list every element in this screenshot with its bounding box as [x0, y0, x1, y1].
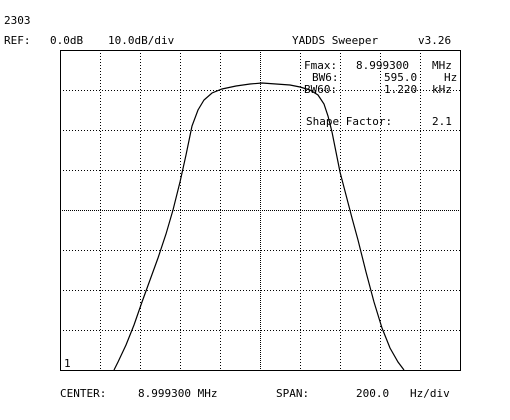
bw6-label: BW6:	[312, 71, 339, 84]
frequency-response-trace	[113, 82, 405, 371]
plot-grid	[60, 50, 461, 371]
center-label: CENTER:	[60, 387, 107, 400]
center-value: 8.999300 MHz	[138, 387, 218, 400]
shape-factor-label: Shape Factor:	[306, 115, 393, 128]
app-version: v3.26	[418, 34, 452, 47]
bw60-unit: kHz	[432, 83, 452, 96]
fmax-label: Fmax:	[304, 59, 338, 72]
sweep-id-label: 2303	[4, 14, 31, 27]
bw60-value: 1.220	[384, 83, 418, 96]
ref-value: 0.0dB	[50, 34, 84, 47]
marker-number: 1	[64, 357, 71, 370]
scale-per-division: 10.0dB/div	[108, 34, 175, 47]
bw60-label: BW60:	[304, 83, 338, 96]
shape-factor-value: 2.1	[432, 115, 452, 128]
span-unit: Hz/div	[410, 387, 450, 400]
bw6-unit: Hz	[444, 71, 458, 84]
span-value: 200.0	[356, 387, 390, 400]
bw6-value: 595.0	[384, 71, 418, 84]
fmax-unit: MHz	[432, 59, 452, 72]
ref-label: REF:	[4, 34, 31, 47]
app-title: YADDS Sweeper	[292, 34, 379, 47]
fmax-value: 8.999300	[356, 59, 409, 72]
span-label: SPAN:	[276, 387, 310, 400]
